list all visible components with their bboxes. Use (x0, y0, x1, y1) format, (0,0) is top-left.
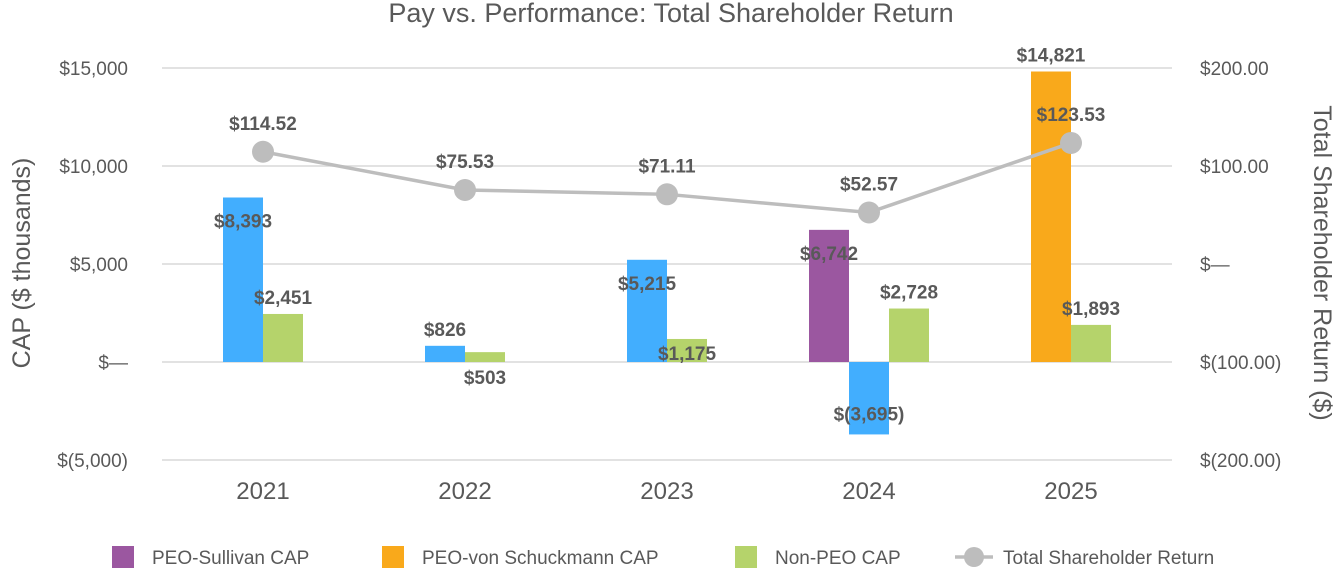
tsr-marker (1060, 131, 1082, 154)
y-right-tick-label: $— (1200, 255, 1230, 276)
tsr-marker (858, 201, 880, 224)
bar-non-peo-cap (263, 313, 303, 362)
data-labels: $8,393 $2,451 $826 $503 $5,215 $1,175 $6,742 $(… (214, 46, 1120, 426)
tsr-data-label: $75.53 (436, 152, 494, 173)
tsr-data-label: $52.57 (840, 174, 898, 195)
bar-data-label: $6,742 (800, 244, 858, 265)
x-category-label: 2022 (438, 478, 491, 505)
x-category-label: 2023 (640, 478, 693, 505)
chart-title: Pay vs. Performance: Total Shareholder R… (388, 0, 953, 28)
legend-label: Non-PEO CAP (775, 548, 901, 569)
tsr-marker (252, 140, 274, 163)
legend-item: PEO-Sullivan CAP (112, 546, 309, 569)
bar-data-label: $1,175 (658, 344, 717, 365)
bar-peo-sullivan-cap (809, 229, 849, 362)
bar-data-label: $2,728 (880, 283, 938, 304)
tsr-data-label: $114.52 (229, 114, 297, 135)
y-axis-left-title: CAP ($ thousands) (8, 158, 36, 369)
bar-peo-sullivan-cap (223, 197, 263, 362)
bar-non-peo-cap (889, 308, 929, 362)
bar-non-peo-cap (667, 338, 707, 362)
legend-swatch-marker (964, 547, 984, 567)
y-right-tick-label: $(200.00) (1200, 451, 1281, 472)
bar-data-label: $1,893 (1062, 299, 1120, 320)
bar-data-label: $8,393 (214, 211, 272, 232)
y-right-tick-label: $(100.00) (1200, 353, 1281, 374)
bar-data-label: $2,451 (254, 288, 313, 309)
legend-swatch (382, 546, 404, 568)
bar-peo-von-schuckmann-cap (849, 362, 889, 435)
tsr-marker (454, 178, 476, 201)
y-left-tick-label: $5,000 (70, 255, 128, 276)
tsr-marker (656, 183, 678, 206)
bars (223, 71, 1111, 435)
bar-peo-sullivan-cap (627, 259, 667, 362)
bar-peo-sullivan-cap (425, 345, 465, 362)
legend-label: PEO-von Schuckmann CAP (422, 548, 659, 569)
legend-item: PEO-von Schuckmann CAP (382, 546, 659, 569)
y-left-tick-label: $(5,000) (57, 451, 128, 472)
bar-data-label: $14,821 (1017, 46, 1086, 67)
x-category-label: 2025 (1044, 478, 1097, 505)
bar-data-label: $503 (464, 368, 506, 389)
axes: $15,000 $10,000 $5,000 $— $(5,000) $200.00 $10… (57, 59, 1281, 505)
bar-non-peo-cap (465, 352, 505, 362)
legend-item: Total Shareholder Return (955, 547, 1214, 569)
bar-non-peo-cap (1071, 324, 1111, 362)
x-category-label: 2021 (236, 478, 289, 505)
legend-label: PEO-Sullivan CAP (152, 548, 309, 569)
y-left-tick-label: $— (98, 353, 128, 374)
legend-swatch (735, 546, 757, 568)
tsr-data-label: $71.11 (638, 156, 695, 177)
bar-peo-von-schuckmann-cap (1031, 71, 1071, 363)
y-left-tick-label: $10,000 (59, 157, 128, 178)
bar-data-label: $826 (424, 320, 466, 341)
bar-data-label: $(3,695) (834, 404, 905, 425)
tsr-data-label: $123.53 (1037, 105, 1106, 126)
legend-item: Non-PEO CAP (735, 546, 901, 569)
y-right-tick-label: $100.00 (1200, 157, 1269, 178)
x-category-label: 2024 (842, 478, 895, 505)
y-left-tick-label: $15,000 (59, 59, 128, 80)
y-axis-right-title: Total Shareholder Return ($) (1308, 105, 1336, 420)
tsr-line (252, 131, 1082, 224)
legend: PEO-Sullivan CAP PEO-von Schuckmann CAP No… (112, 546, 1214, 569)
bar-data-label: $5,215 (618, 274, 677, 295)
legend-label: Total Shareholder Return (1003, 548, 1214, 569)
y-right-tick-label: $200.00 (1200, 59, 1269, 80)
legend-swatch (112, 546, 134, 568)
